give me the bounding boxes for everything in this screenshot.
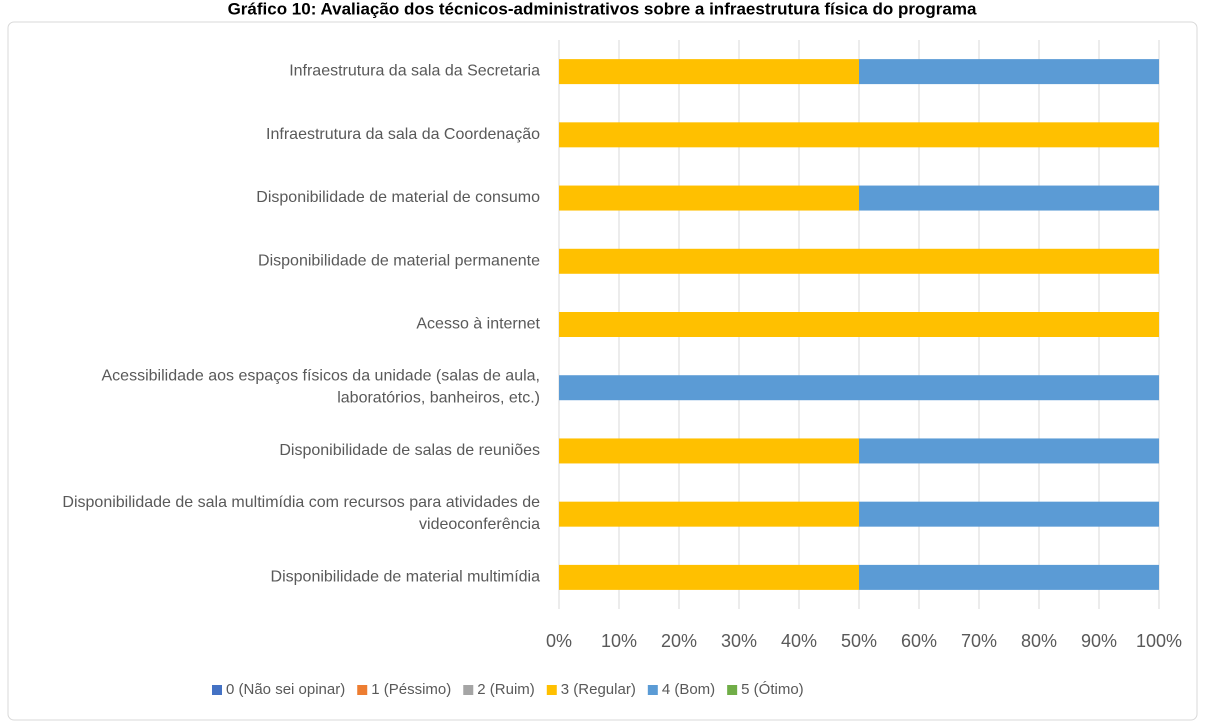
- bar-segment: [559, 564, 859, 590]
- legend-label: 4 (Bom): [662, 681, 715, 698]
- y-tick-label: Acesso à internet: [416, 316, 540, 333]
- legend-swatch: [357, 685, 368, 695]
- legend-label: 5 (Ótimo): [741, 681, 804, 698]
- x-tick-label: 80%: [1021, 631, 1057, 651]
- legend-label: 3 (Regular): [561, 681, 636, 698]
- bar-segment: [859, 501, 1159, 527]
- bar-segment: [859, 438, 1159, 464]
- legend-swatch: [647, 685, 658, 695]
- bar-segment: [559, 438, 859, 464]
- x-tick-label: 0%: [546, 631, 572, 651]
- y-tick-label: Acessibilidade aos espaços físicos da un…: [102, 368, 541, 407]
- bar-segment: [559, 375, 1159, 401]
- bar-segment: [559, 501, 859, 527]
- bar-segment: [559, 59, 859, 85]
- x-tick-label: 30%: [721, 631, 757, 651]
- legend-swatch: [546, 685, 557, 695]
- legend-label: 1 (Péssimo): [371, 681, 451, 698]
- bar-segment: [559, 312, 1159, 337]
- y-tick-label: Infraestrutura da sala da Coordenação: [266, 126, 540, 143]
- legend-swatch: [463, 685, 474, 695]
- x-tick-label: 70%: [961, 631, 997, 651]
- legend-swatch: [212, 685, 222, 695]
- bar-segment: [559, 122, 1159, 148]
- legend-label: 2 (Ruim): [477, 681, 535, 698]
- bar-segment: [859, 564, 1159, 590]
- legend-label: 0 (Não sei opinar): [226, 681, 345, 698]
- x-tick-label: 40%: [781, 631, 817, 651]
- bar-segment: [559, 185, 859, 211]
- bar-segment: [859, 185, 1159, 211]
- x-tick-label: 60%: [901, 631, 937, 651]
- y-tick-label: Disponibilidade de material permanente: [258, 252, 540, 269]
- y-tick-label: Disponibilidade de salas de reuniões: [279, 442, 540, 459]
- y-tick-label: Disponibilidade de sala multimídia com r…: [62, 494, 540, 533]
- x-tick-label: 20%: [661, 631, 697, 651]
- x-tick-label: 100%: [1136, 631, 1182, 651]
- legend-swatch: [727, 685, 738, 695]
- x-tick-label: 50%: [841, 631, 877, 651]
- bar-segment: [859, 59, 1159, 85]
- y-tick-label: Infraestrutura da sala da Secretaria: [289, 63, 540, 80]
- y-tick-label: Disponibilidade de material de consumo: [256, 189, 540, 206]
- bar-segment: [559, 248, 1159, 274]
- y-tick-label: Disponibilidade de material multimídia: [271, 569, 541, 586]
- x-tick-label: 90%: [1081, 631, 1117, 651]
- chart-title: Gráfico 10: Avaliação dos técnicos-admin…: [228, 0, 977, 18]
- x-tick-label: 10%: [601, 631, 637, 651]
